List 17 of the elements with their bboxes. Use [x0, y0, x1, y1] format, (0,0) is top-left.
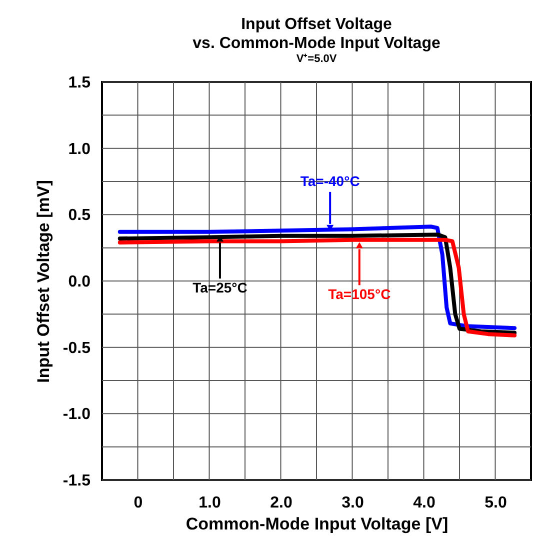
chart-title: Input Offset Voltage vs. Common-Mode Input Voltage — [192, 16, 440, 52]
y-tick-label: 0.0 — [68, 274, 91, 290]
y-axis-title: Input Offset Voltage [mV] — [34, 180, 53, 383]
y-tick-label: 1.0 — [68, 140, 91, 158]
chart-subtitle: V⁺=5.0V — [296, 53, 338, 65]
x-tick-label: 0 — [134, 494, 143, 512]
y-tick-label: 0.5 — [68, 207, 91, 224]
x-tick-label: 2.0 — [270, 494, 292, 512]
x-tick-label: 3.0 — [342, 494, 364, 512]
x-tick-label: 5.0 — [484, 494, 507, 512]
y-tick-label: -1.5 — [62, 472, 91, 490]
y-tick-label: -1.0 — [62, 406, 91, 424]
x-tick-label: 1.0 — [198, 494, 221, 512]
x-axis-title: Common-Mode Input Voltage [V] — [186, 514, 448, 534]
x-tick-label: 4.0 — [413, 494, 436, 512]
y-tick-label: 1.5 — [68, 74, 91, 92]
y-tick-label: -0.5 — [62, 340, 91, 357]
